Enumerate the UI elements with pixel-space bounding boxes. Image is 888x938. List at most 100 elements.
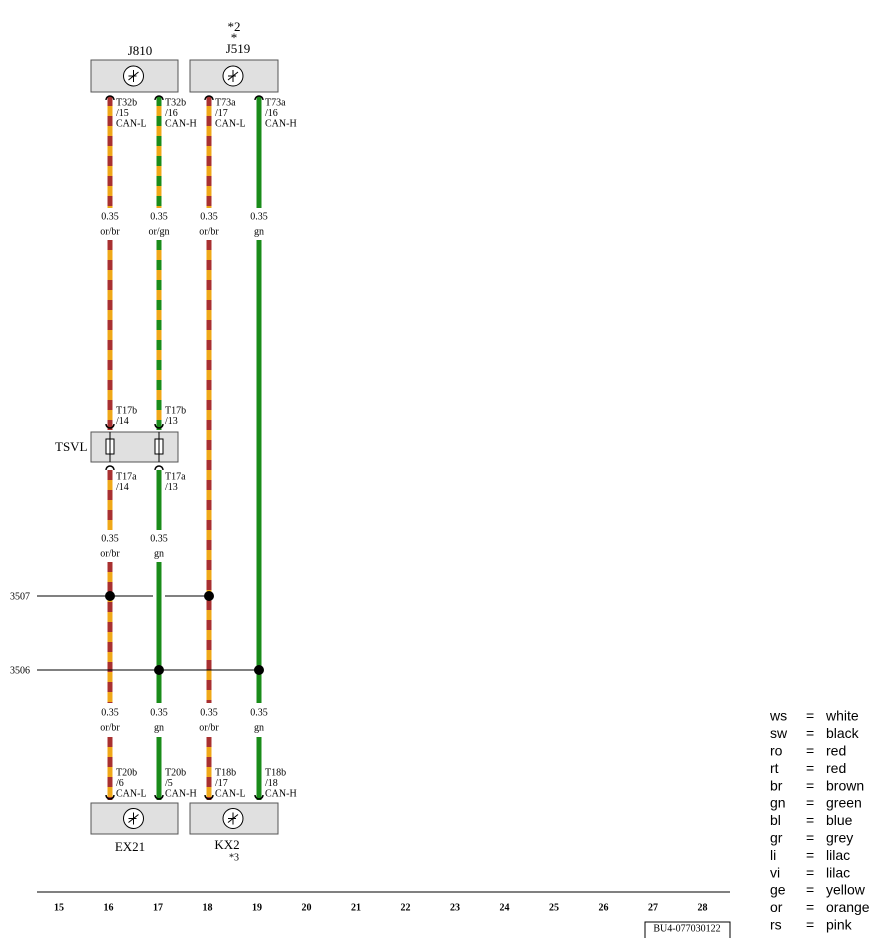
connector-pin: T17b [165,405,186,416]
wire-color: or/gn [148,226,169,237]
grid-number: 19 [252,902,262,913]
terminal [254,794,264,800]
legend-name: blue [826,812,853,828]
wire-color: or/br [199,226,219,237]
connector-num: /5 [165,778,173,789]
legend-separator: = [806,708,814,724]
legend-code: ro [770,743,783,759]
connector-pin: T73a [265,97,286,108]
legend-name: pink [826,917,853,933]
legend-name: red [826,760,846,776]
connector-pin: T17a [116,471,137,482]
grid-number: 21 [351,902,361,913]
connector-pin: T32b [165,97,186,108]
connector-num: /16 [265,108,278,119]
connector-num: /16 [165,108,178,119]
legend-code: or [770,899,783,915]
connector-pin: T17a [165,471,186,482]
wire-color: or/br [100,548,120,559]
legend-separator: = [806,725,814,741]
component-icon [128,70,139,82]
connector-pin: T20b [165,767,186,778]
terminal [204,794,214,800]
splice-dot [204,591,214,601]
connector-signal: CAN-H [165,118,197,129]
component-box [90,431,179,463]
wire-size: 0.35 [101,211,119,222]
connector-num: /15 [116,108,129,119]
grid-number: 23 [450,902,460,913]
legend-code: br [770,777,783,793]
component-icon [227,70,239,82]
legend-name: grey [826,830,853,846]
legend-code: rs [770,917,782,933]
legend-code: rt [770,760,779,776]
wire-color: or/br [100,226,120,237]
splice-dot [105,591,115,601]
terminal [105,794,115,800]
grid-number: 18 [203,902,213,913]
connector-num: /14 [116,416,129,427]
legend-separator: = [806,830,814,846]
doc-id: BU4-077030122 [653,923,720,934]
component-label: J810 [128,43,153,58]
grid-number: 27 [648,902,658,913]
legend-name: brown [826,777,864,793]
connector-num: /6 [116,778,124,789]
terminal [105,95,115,101]
terminal [105,423,115,429]
connector-pin: T73a [215,97,236,108]
connector-pin: T18b [215,767,236,778]
legend-code: ws [769,708,787,724]
connector-num: /17 [215,778,228,789]
grid-number: 26 [599,902,609,913]
connector-signal: CAN-L [215,118,246,129]
legend-separator: = [806,812,814,828]
legend-code: gn [770,795,786,811]
wire-color: gn [254,226,264,237]
connector-pin: T20b [116,767,137,778]
component-note: *2 [228,19,241,34]
component-label: TSVL [55,439,88,454]
grid-number: 15 [54,902,64,913]
wire-color: or/br [199,722,219,733]
legend-code: ge [770,882,786,898]
wire-size: 0.35 [200,211,218,222]
component-icon [128,812,139,825]
doc-id-box [644,921,731,938]
terminal [254,95,264,101]
legend-separator: = [806,864,814,880]
legend-code: li [770,847,776,863]
wire-size: 0.35 [150,211,168,222]
legend-separator: = [806,917,814,933]
wire-size: 0.35 [101,707,119,718]
component-note: * [231,30,238,45]
connector-num: /14 [116,482,129,493]
terminal [204,95,214,101]
grid-number: 16 [104,902,114,913]
terminal [105,465,115,471]
connector-pin: T18b [265,767,286,778]
legend-name: lilac [826,864,850,880]
legend-name: green [826,795,862,811]
connector-num: /17 [215,108,228,119]
grid-number: 28 [698,902,708,913]
legend-code: sw [770,725,788,741]
legend-separator: = [806,760,814,776]
connector-signal: CAN-L [116,788,147,799]
legend-separator: = [806,777,814,793]
legend-name: black [826,725,860,741]
legend-name: lilac [826,847,850,863]
wire-size: 0.35 [250,707,268,718]
legend-name: white [825,708,859,724]
legend-name: orange [826,899,870,915]
wire-size: 0.35 [200,707,218,718]
connector-signal: CAN-L [215,788,246,799]
terminal [154,794,164,800]
legend-separator: = [806,795,814,811]
connector-signal: CAN-H [165,788,197,799]
component-label: KX2 [214,837,239,852]
grid-number: 22 [401,902,411,913]
wire-size: 0.35 [101,533,119,544]
